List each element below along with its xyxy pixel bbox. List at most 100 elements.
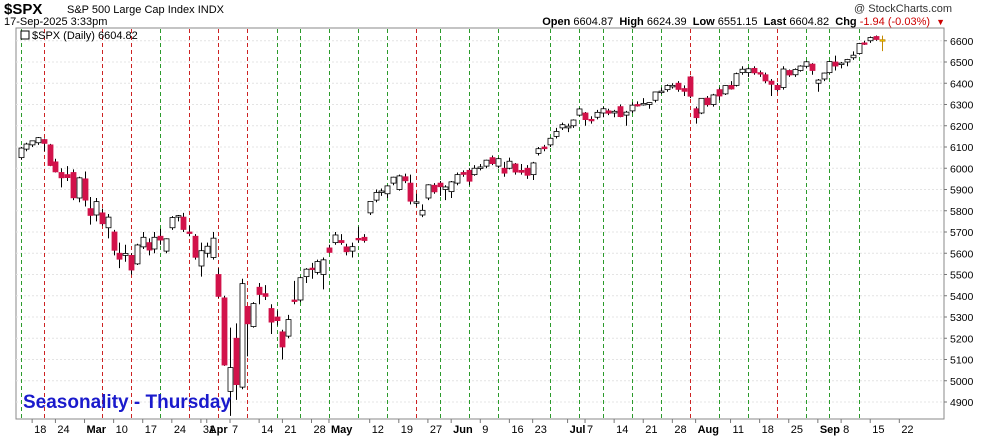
candle-down [279, 331, 286, 348]
candle-up [739, 68, 746, 74]
candle-down [751, 67, 758, 74]
open-value: 6604.87 [573, 16, 614, 28]
candle-down [873, 36, 880, 40]
last-label: Last [763, 16, 787, 28]
last-value: 6604.82 [789, 16, 830, 28]
x-tick-label: 16 [511, 424, 523, 436]
y-axis: 4900 5000 5100 5200 5300 5400 5500 5600 5700 5800… [944, 36, 974, 409]
candle-down [47, 144, 54, 166]
candle-up [105, 216, 112, 229]
legend: $SPX (Daily) 6604.82 [20, 30, 138, 42]
quote-bar: Open 6604.87 High 6624.39 Low 6551.15 La… [542, 16, 945, 28]
x-tick-label: 14 [261, 424, 273, 436]
low-value: 6551.15 [717, 16, 758, 28]
candle-down [402, 176, 409, 182]
x-tick-label: 25 [791, 424, 803, 436]
candle-down [274, 316, 281, 322]
candle-down [192, 235, 199, 258]
candle-up [640, 103, 647, 106]
y-tick-label: 6000 [950, 163, 974, 175]
y-tick-label: 5800 [950, 206, 974, 218]
candle-up [576, 108, 583, 116]
candle-up [384, 185, 391, 195]
candle-up [629, 104, 636, 112]
candle-down [693, 108, 700, 119]
candle-down [512, 163, 519, 173]
candle-up [530, 162, 537, 176]
candle-down [634, 104, 641, 107]
candle-up [844, 59, 851, 63]
candle-down [338, 240, 345, 244]
candle-down [524, 167, 531, 176]
candle-down [326, 247, 333, 253]
high-value: 6624.39 [646, 16, 687, 28]
x-tick-label: 21 [645, 424, 657, 436]
candle-down [501, 167, 508, 174]
y-tick-label: 5500 [950, 270, 974, 282]
candle-up [367, 200, 374, 214]
candle-down [262, 293, 269, 297]
candle-down [431, 184, 438, 193]
candle-up [210, 237, 217, 258]
candle-up [413, 201, 420, 204]
legend-swatch [20, 30, 30, 40]
candle-up [815, 79, 822, 84]
candle-up [285, 319, 292, 337]
candle-up [669, 84, 676, 88]
candle-up [373, 192, 380, 201]
candle-up [18, 147, 25, 159]
candle-up [559, 124, 566, 129]
x-tick-label: Jun [453, 424, 473, 436]
candle-up [23, 143, 30, 150]
candle-down [588, 118, 595, 122]
x-tick-label: Sep [820, 424, 840, 436]
x-tick-label: 19 [401, 424, 413, 436]
candle-up [698, 97, 705, 114]
x-tick-label: 21 [284, 424, 296, 436]
candle-down [268, 308, 275, 323]
x-tick-label: 12 [372, 424, 384, 436]
candle-up [204, 245, 211, 254]
open-label: Open [542, 16, 571, 28]
index-name-text: S&P 500 Large Cap Index [67, 4, 195, 16]
candle-up [390, 176, 397, 184]
candles [18, 35, 886, 416]
chg-value: -1.94 (-0.03%) [859, 16, 931, 28]
candle-down [361, 236, 368, 241]
x-tick-label: Jul [570, 424, 586, 436]
candle-up [320, 259, 327, 275]
candle-up [448, 181, 455, 193]
candle-down [221, 297, 228, 366]
candle-up [803, 61, 810, 67]
candle-down [116, 252, 123, 260]
candle-up [547, 137, 554, 146]
y-tick-label: 6100 [950, 142, 974, 154]
candle-down [832, 61, 839, 67]
candle-up [652, 91, 659, 101]
candle-down [355, 237, 362, 241]
y-tick-label: 5100 [950, 355, 974, 367]
y-tick-label: 6600 [950, 36, 974, 48]
x-tick-label: 10 [116, 424, 128, 436]
stockcharts-credit: @ StockCharts.com [854, 3, 952, 15]
candle-down [157, 235, 164, 241]
candle-down [605, 110, 612, 114]
y-tick-label: 6300 [950, 100, 974, 112]
x-tick-label: 11 [733, 424, 744, 436]
candle-down [52, 161, 59, 173]
candle-up [239, 283, 246, 388]
y-tick-label: 4900 [950, 397, 974, 409]
x-tick-label: 14 [616, 424, 628, 436]
candle-down [291, 299, 298, 302]
candle-down [861, 42, 868, 45]
candle-up [565, 125, 572, 129]
candle-down [774, 84, 781, 91]
candle-down [687, 76, 694, 97]
grid-layer [16, 40, 944, 403]
candle-up [332, 234, 339, 244]
candle-up [314, 261, 321, 273]
y-tick-label: 5700 [950, 227, 974, 239]
candle-up [856, 43, 863, 54]
candle-down [70, 172, 77, 199]
candle-down [309, 267, 316, 271]
